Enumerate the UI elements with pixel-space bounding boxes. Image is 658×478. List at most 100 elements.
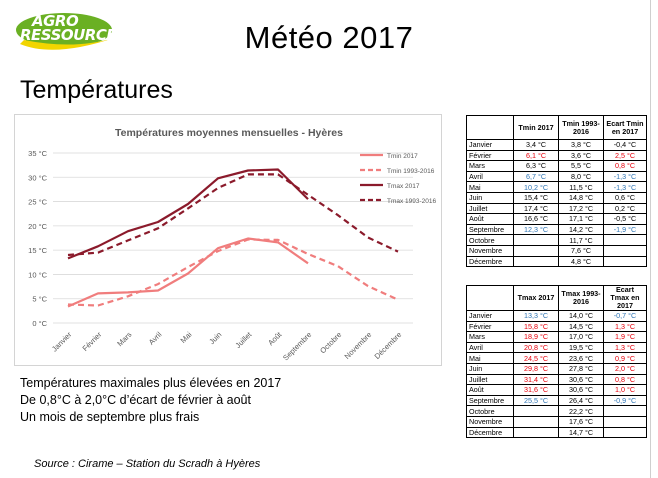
value-cell: 14,0 °C [558,310,604,322]
table-row: Octobre 11,7 °C [466,234,647,246]
y-tick-label: 10 °C [28,270,47,279]
value-cell: 12,3 °C [513,223,559,236]
value-cell [513,426,559,439]
month-cell: Mars [466,160,514,172]
value-cell: 0,8 °C [603,160,647,172]
month-cell: Mai [466,352,514,364]
value-cell: -1,3 °C [603,181,647,193]
summary-line: Températures maximales plus élevées en 2… [20,376,282,390]
value-cell [603,244,647,257]
value-cell: 11,7 °C [558,234,604,246]
table-row: Novembre 17,6 °C [466,415,647,428]
value-cell [603,415,647,428]
value-cell: 3,4 °C [513,139,559,151]
table-row: Septembre 25,5 °C 26,4 °C -0,9 °C [466,394,647,407]
table-row: Mars 6,3 °C 5,5 °C 0,8 °C [466,160,647,172]
value-cell: 14,2 °C [558,223,604,236]
table-row: Juillet 17,4 °C 17,2 °C 0,2 °C [466,202,647,215]
month-cell: Octobre [466,234,514,246]
value-cell: 3,6 °C [558,149,604,162]
value-cell [513,415,559,428]
logo-swoosh-icon [16,13,114,50]
value-cell: -0,7 °C [603,310,647,322]
value-cell: 25,5 °C [513,394,559,407]
value-cell: 18,9 °C [513,331,559,343]
value-cell [603,426,647,439]
value-cell: 29,8 °C [513,362,559,375]
value-cell: 27,8 °C [558,362,604,375]
value-cell: 17,4 °C [513,202,559,215]
tmax-table-header: Tmax 2017 Tmax 1993-2016 Ecart Tmax en 201… [466,285,647,311]
value-cell: 0,9 °C [603,352,647,364]
column-header: Tmin 1993-2016 [558,115,604,140]
x-tick-label: Mars [115,330,133,348]
value-cell: 1,3 °C [603,341,647,354]
x-tick-label: Janvier [50,330,74,354]
value-cell: -0,5 °C [603,213,647,225]
month-cell: Juillet [466,202,514,215]
month-cell: Mai [466,181,514,193]
series-line [67,238,399,307]
chart-title: Températures moyennes mensuelles - Hyère… [115,127,343,139]
x-tick-label: Février [81,330,104,353]
y-tick-label: 0 °C [32,319,47,328]
x-tick-label: Octobre [318,330,343,355]
value-cell: 10,2 °C [513,181,559,193]
value-cell [513,244,559,257]
month-cell: Mars [466,331,514,343]
slide-edge-divider [650,0,651,478]
table-row: Septembre 12,3 °C 14,2 °C -1,9 °C [466,223,647,236]
table-row: Août 16,6 °C 17,1 °C -0,5 °C [466,213,647,225]
value-cell [603,255,647,268]
value-cell: 17,6 °C [558,415,604,428]
value-cell: 3,8 °C [558,139,604,151]
value-cell: 7,6 °C [558,244,604,257]
value-cell: 20,8 °C [513,341,559,354]
agro-ressources-logo: AGRO RESSOURCES [14,8,127,58]
month-cell: Avril [466,170,514,183]
value-cell: 6,7 °C [513,170,559,183]
y-tick-label: 25 °C [28,198,47,207]
source-note: Source : Cirame – Station du Scradh à Hy… [34,458,261,470]
summary-line: De 0,8°C à 2,0°C d’écart de février à ao… [20,393,251,407]
x-tick-label: Septembre [281,330,313,362]
y-tick-label: 5 °C [32,295,47,304]
value-cell [513,234,559,246]
value-cell [513,255,559,268]
month-cell: Juin [466,191,514,204]
legend-label: Tmax 1993-2016 [387,198,437,205]
month-cell: Juillet [466,373,514,386]
x-tick-label: Juillet [233,329,254,350]
value-cell: 22,2 °C [558,405,604,417]
page-title: Météo 2017 [244,20,414,55]
table-row: Mai 10,2 °C 11,5 °C -1,3 °C [466,181,647,193]
x-tick-label: Mai [178,330,193,345]
value-cell: -0,9 °C [603,394,647,407]
value-cell: -1,3 °C [603,170,647,183]
legend-label: Tmin 2017 [387,153,418,160]
tmin-table-header: Tmin 2017 Tmin 1993-2016 Ecart Tmin en 201… [466,115,647,140]
y-tick-label: 30 °C [28,173,47,182]
y-tick-label: 15 °C [28,246,47,255]
table-row: Décembre 14,7 °C [466,426,647,439]
month-cell: Février [466,149,514,162]
value-cell [513,405,559,417]
month-cell: Août [466,213,514,225]
tmax-table: Tmax 2017 Tmax 1993-2016 Ecart Tmax en 201… [466,285,647,439]
value-cell: 26,4 °C [558,394,604,407]
value-cell: 23,6 °C [558,352,604,364]
series-line [67,173,399,257]
value-cell: 13,3 °C [513,310,559,322]
value-cell: 5,5 °C [558,160,604,172]
column-header: Ecart Tmin en 2017 [603,115,647,140]
value-cell: 8,0 °C [558,170,604,183]
table-row: Avril 6,7 °C 8,0 °C -1,3 °C [466,170,647,183]
value-cell [603,234,647,246]
logo-text-agro: AGRO [32,12,79,30]
value-cell: 31,4 °C [513,373,559,386]
value-cell: 17,2 °C [558,202,604,215]
table-row: Juin 15,4 °C 14,8 °C 0,6 °C [466,191,647,204]
value-cell: 1,3 °C [603,320,647,333]
value-cell: 15,4 °C [513,191,559,204]
value-cell: -1,9 °C [603,223,647,236]
